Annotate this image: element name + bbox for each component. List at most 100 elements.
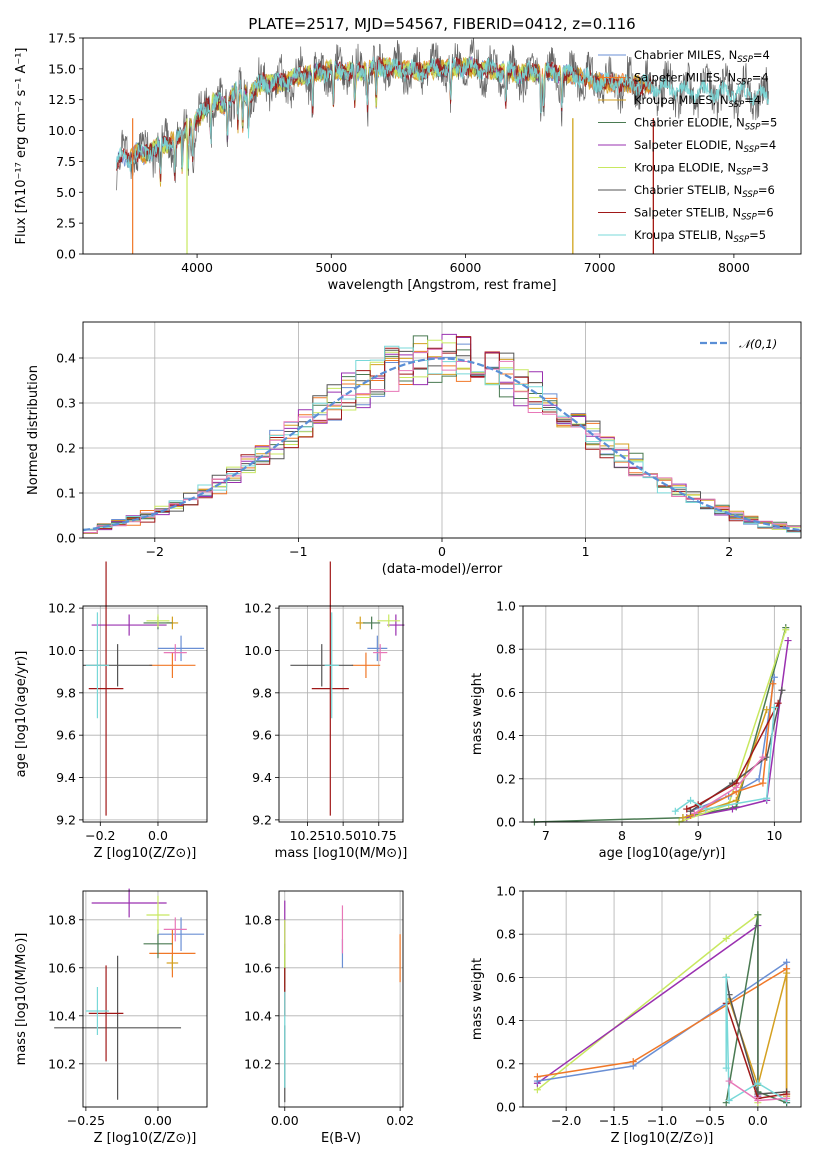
panel-residuals: −2 −1 0 1 2 0.0 0.1 0.2 0.3 0.4 𝒩(0,1) (data-model…: [26, 321, 802, 577]
x-tick-label: 10.75: [361, 828, 397, 843]
series-line: [686, 640, 789, 819]
legend-entry: Salpeter ELODIE, NSSP=4: [634, 138, 776, 155]
legend-subscript: SSP: [736, 168, 752, 178]
y-tick-label: 0.0: [56, 247, 76, 262]
plot-area: [83, 606, 207, 822]
age-mass-xlabel: mass [log10(M/M⊙)]: [275, 846, 408, 861]
legend-value: =4: [744, 93, 761, 107]
series-line: [725, 977, 787, 1095]
series-point: [754, 1097, 762, 1105]
y-tick-label: 12.5: [48, 92, 76, 107]
x-tick-label: 6000: [450, 260, 482, 275]
legend-entry: Kroupa STELIB, NSSP=5: [634, 228, 766, 245]
series-point: [783, 1094, 791, 1102]
series-point: [759, 753, 767, 761]
plot-area: [83, 891, 207, 1107]
legend-subscript: SSP: [737, 55, 753, 65]
x-tick-label: 4000: [181, 260, 213, 275]
y-tick-label: 9.6: [56, 728, 76, 743]
x-tick-label: 9: [694, 828, 702, 843]
mass-z-ylabel: mass [log10(M/M⊙)]: [14, 933, 29, 1066]
series-point: [774, 699, 782, 707]
mass-z-xlabel: Z [log10(Z/Z⊙)]: [94, 1131, 197, 1146]
axes-frame: [82, 605, 208, 823]
series-point: [783, 958, 791, 966]
panel-mass-weight-vs-z: −2.0 −1.5 −1.0 −0.5 0.0 0.0 0.2 0.4 0.6 0.8 1.0 Z …: [470, 884, 802, 1146]
x-tick-label: 2: [725, 544, 733, 559]
y-tick-label: 0.2: [496, 771, 516, 786]
x-tick-label: −0.5: [695, 1113, 725, 1128]
y-tick-label: 7.5: [56, 154, 76, 169]
y-tick-label: 9.8: [252, 685, 272, 700]
series-point: [732, 796, 740, 804]
y-tick-label: 10.4: [244, 1008, 272, 1023]
x-tick-label: 0.00: [144, 1113, 172, 1128]
mw-z-ylabel: mass weight: [470, 958, 485, 1040]
series-point: [683, 805, 691, 813]
x-tick-label: −0.2: [85, 828, 115, 843]
x-tick-label: 10.25: [290, 828, 326, 843]
y-tick-label: 9.4: [56, 770, 76, 785]
series-point: [770, 673, 778, 681]
age-z-ylabel: age [log10(age/yr)]: [14, 651, 29, 778]
y-tick-label: 0.0: [56, 531, 76, 546]
x-tick-label: 7000: [584, 260, 616, 275]
age-z-xlabel: Z [log10(Z/Z⊙)]: [94, 846, 197, 861]
y-tick-label: 0.6: [496, 685, 516, 700]
series-point: [722, 935, 730, 943]
legend-value: =5: [760, 116, 777, 130]
series-point: [725, 1097, 733, 1105]
x-tick-label: 0.00: [271, 1113, 299, 1128]
axes-frame: [82, 37, 802, 255]
y-tick-label: 9.8: [56, 685, 76, 700]
y-tick-label: 0.2: [56, 441, 76, 456]
axes-frame: [522, 605, 802, 823]
legend-entry: Chabrier MILES, NSSP=4: [634, 48, 770, 65]
y-tick-label: 0.6: [496, 970, 516, 985]
plot-area: [523, 606, 801, 822]
mw-age-ylabel: mass weight: [470, 673, 485, 755]
y-tick-label: 0.8: [496, 642, 516, 657]
y-tick-label: 10.0: [48, 643, 76, 658]
y-tick-label: 15.0: [48, 61, 76, 76]
series-line: [690, 683, 774, 817]
plot-area: [279, 606, 403, 822]
legend-subscript: SSP: [745, 123, 761, 133]
y-tick-label: 9.2: [252, 812, 272, 827]
y-tick-label: 1.0: [496, 599, 516, 614]
mw-z-xlabel: Z [log10(Z/Z⊙)]: [611, 1131, 714, 1146]
series-line: [686, 702, 779, 810]
series-line: [534, 627, 787, 823]
y-tick-label: 10.0: [244, 643, 272, 658]
axes-frame: [278, 890, 404, 1108]
y-tick-label: 5.0: [56, 185, 76, 200]
x-tick-label: −0.25: [67, 1113, 105, 1128]
legend-subscript: SSP: [729, 100, 745, 110]
x-tick-label: 8000: [718, 260, 750, 275]
panel-spectrum: 4000 5000 6000 7000 8000 0.0 2.5 5.0 7.5 10.0 12.5…: [14, 31, 802, 293]
y-tick-label: 10.0: [48, 123, 76, 138]
y-tick-label: 10.4: [48, 1008, 76, 1023]
series-point: [533, 1073, 541, 1081]
legend-value: =4: [759, 138, 776, 152]
y-tick-label: 10.6: [244, 960, 272, 975]
spectrum-ylabel: Flux [fλ10⁻¹⁷ erg cm⁻² s⁻¹ A⁻¹]: [14, 48, 29, 245]
spectrum-xlabel: wavelength [Angstrom, rest frame]: [328, 278, 557, 293]
series-point: [629, 1058, 637, 1066]
x-tick-label: 0.0: [148, 828, 168, 843]
axes-frame: [82, 890, 208, 1108]
legend-entry: Salpeter MILES, NSSP=4: [634, 71, 769, 88]
plot-area: [279, 891, 403, 1107]
series-point: [770, 704, 778, 712]
legend-entry: Salpeter STELIB, NSSP=6: [634, 206, 774, 223]
x-tick-label: 0.0: [748, 1113, 768, 1128]
x-tick-label: 8: [618, 828, 626, 843]
axes-frame: [278, 605, 404, 823]
y-tick-label: 10.2: [244, 1056, 272, 1071]
mw-age-xlabel: age [log10(age/yr)]: [599, 846, 726, 861]
series-point: [763, 794, 771, 802]
series-point: [533, 1086, 541, 1094]
series-point: [722, 1064, 730, 1072]
y-tick-label: 9.6: [252, 728, 272, 743]
